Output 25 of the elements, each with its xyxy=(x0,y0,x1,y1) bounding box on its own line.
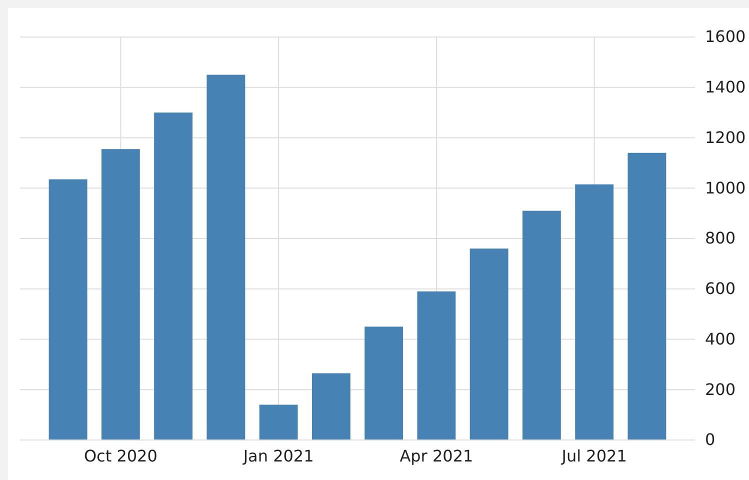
bar xyxy=(417,291,456,440)
bar xyxy=(154,112,193,440)
bar xyxy=(312,373,350,440)
bar xyxy=(48,179,88,440)
y-tick-label: 1000 xyxy=(705,178,746,198)
y-tick-label: 200 xyxy=(705,380,736,399)
x-tick-label: Apr 2021 xyxy=(400,446,474,466)
bar xyxy=(470,248,508,440)
y-tick-label: 400 xyxy=(705,329,736,348)
bar xyxy=(259,404,298,440)
y-tick-label: 800 xyxy=(705,228,736,248)
y-tick-label: 600 xyxy=(705,278,736,298)
bar xyxy=(522,210,561,440)
bar xyxy=(364,326,404,440)
bar xyxy=(206,74,246,440)
x-tick-label: Jul 2021 xyxy=(560,446,627,466)
bar xyxy=(575,184,614,440)
y-tick-label: 1400 xyxy=(705,77,746,96)
x-tick-label: Jan 2021 xyxy=(242,446,314,466)
y-tick-label: 1200 xyxy=(705,128,746,147)
y-tick-label: 1600 xyxy=(705,27,746,46)
bar xyxy=(101,149,140,440)
x-tick-label: Oct 2020 xyxy=(84,446,158,466)
bar xyxy=(628,152,666,440)
y-tick-label: 0 xyxy=(705,430,716,450)
